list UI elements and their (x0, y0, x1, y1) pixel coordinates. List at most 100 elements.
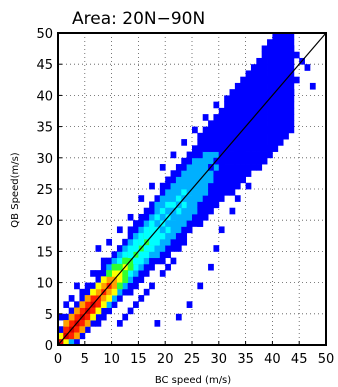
density-bin (111, 270, 118, 277)
density-bin (149, 220, 155, 227)
density-bin (288, 39, 295, 46)
density-bin (267, 132, 273, 140)
density-bin (272, 64, 279, 71)
density-bin (127, 276, 134, 283)
density-bin (272, 76, 279, 84)
density-bin (234, 170, 241, 177)
density-bin (261, 157, 268, 165)
density-bin (122, 245, 129, 252)
density-bin (202, 201, 209, 209)
density-bin (283, 107, 289, 115)
density-bin (272, 120, 279, 127)
density-bin (272, 45, 279, 53)
density-bin (234, 95, 241, 103)
density-bin (79, 295, 86, 302)
density-bin (192, 157, 198, 165)
density-bin (175, 220, 182, 227)
density-bin (277, 95, 284, 103)
sparse-bin (122, 313, 129, 321)
density-bin (218, 170, 225, 177)
density-bin (261, 151, 268, 159)
sparse-bin (138, 195, 145, 202)
density-bin (170, 238, 177, 246)
sparse-bin (186, 301, 193, 308)
density-bin (288, 107, 295, 115)
density-bin (261, 89, 268, 96)
density-bin (143, 207, 150, 215)
density-bin (159, 257, 166, 265)
sparse-bin (100, 257, 107, 265)
density-bin (197, 182, 204, 190)
density-bin (159, 213, 166, 221)
sparse-bin (149, 182, 155, 190)
density-bin (165, 232, 171, 240)
density-bin (84, 288, 91, 296)
density-bin (159, 251, 166, 259)
density-bin (240, 139, 246, 146)
sparse-bin (245, 182, 252, 190)
sparse-bin (165, 263, 171, 271)
density-bin (250, 157, 257, 165)
density-bin (229, 132, 236, 140)
density-bin (122, 276, 129, 283)
density-bin (127, 282, 134, 290)
density-bin (224, 170, 230, 177)
density-bin (186, 201, 193, 209)
density-bin (192, 207, 198, 215)
density-bin (229, 157, 236, 165)
density-bin (154, 207, 161, 215)
density-bin (181, 213, 188, 221)
density-bin (224, 157, 230, 165)
density-bin (277, 39, 284, 46)
density-bin (154, 195, 161, 202)
density-bin (224, 164, 230, 171)
density-bin (116, 263, 123, 271)
density-bin (288, 45, 295, 53)
density-bin (213, 126, 220, 134)
density-bin (138, 263, 145, 271)
density-bin (143, 251, 150, 259)
density-bin (288, 82, 295, 90)
density-bin (224, 132, 230, 140)
density-bin (261, 132, 268, 140)
density-bin (267, 114, 273, 121)
density-bin (127, 251, 134, 259)
density-bin (288, 33, 295, 40)
density-bin (245, 82, 252, 90)
density-bin (159, 238, 166, 246)
density-bin (133, 270, 139, 277)
density-bin (213, 120, 220, 127)
density-bin (272, 57, 279, 65)
density-bin (267, 126, 273, 134)
density-bin (218, 182, 225, 190)
density-bin (175, 170, 182, 177)
y-tick-label: 20 (36, 214, 53, 229)
density-bin (133, 245, 139, 252)
sparse-bin (84, 282, 91, 290)
density-bin (138, 270, 145, 277)
density-bin (277, 57, 284, 65)
density-bin (261, 145, 268, 152)
density-bin (267, 70, 273, 78)
density-bin (261, 120, 268, 127)
density-bin (256, 145, 263, 152)
density-bin (234, 139, 241, 146)
density-bin (100, 270, 107, 277)
density-bin (250, 70, 257, 78)
density-bin (159, 201, 166, 209)
density-bin (197, 220, 204, 227)
density-bin (261, 76, 268, 84)
density-bin (256, 95, 263, 103)
density-bin (138, 251, 145, 259)
density-bin (186, 170, 193, 177)
density-bin (234, 120, 241, 127)
density-bin (277, 64, 284, 71)
density-bin (272, 107, 279, 115)
sparse-bin (159, 164, 166, 171)
density-bin (288, 114, 295, 121)
density-bin (267, 64, 273, 71)
y-tick-label: 50 (36, 27, 53, 42)
sparse-bin (58, 313, 64, 321)
density-bin (95, 307, 102, 315)
density-bin (133, 226, 139, 234)
